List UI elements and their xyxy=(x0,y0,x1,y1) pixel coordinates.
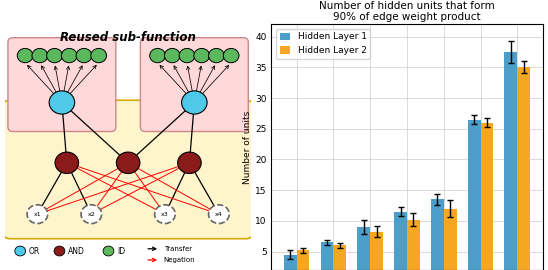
Circle shape xyxy=(49,91,75,114)
Bar xyxy=(467,120,481,270)
Text: x1: x1 xyxy=(33,212,41,217)
Circle shape xyxy=(179,48,195,63)
Circle shape xyxy=(116,152,140,174)
FancyBboxPatch shape xyxy=(140,38,248,131)
Circle shape xyxy=(27,205,48,224)
Bar xyxy=(481,123,493,270)
Bar xyxy=(431,199,444,270)
Bar xyxy=(296,250,310,270)
Circle shape xyxy=(209,205,229,224)
Circle shape xyxy=(32,48,48,63)
Text: Negation: Negation xyxy=(164,257,195,263)
Circle shape xyxy=(103,246,114,256)
Bar xyxy=(284,255,296,270)
Circle shape xyxy=(164,48,180,63)
Circle shape xyxy=(76,48,92,63)
Bar xyxy=(444,208,456,270)
Circle shape xyxy=(54,246,65,256)
Title: Number of hidden units that form
90% of edge weight product: Number of hidden units that form 90% of … xyxy=(319,1,495,22)
Bar xyxy=(407,220,420,270)
Text: ID: ID xyxy=(117,247,125,255)
Circle shape xyxy=(150,48,165,63)
Y-axis label: Number of units: Number of units xyxy=(243,110,252,184)
Text: OR: OR xyxy=(29,247,40,255)
Circle shape xyxy=(155,205,175,224)
Circle shape xyxy=(55,152,78,174)
Bar xyxy=(517,67,530,270)
Circle shape xyxy=(17,48,33,63)
Circle shape xyxy=(81,205,101,224)
Circle shape xyxy=(223,48,239,63)
FancyBboxPatch shape xyxy=(8,38,116,131)
Text: x3: x3 xyxy=(161,212,169,217)
Bar xyxy=(370,232,383,270)
Text: AND: AND xyxy=(68,247,85,255)
Legend: Hidden Layer 1, Hidden Layer 2: Hidden Layer 1, Hidden Layer 2 xyxy=(276,29,370,59)
Bar xyxy=(505,52,517,270)
Circle shape xyxy=(209,48,224,63)
Circle shape xyxy=(178,152,201,174)
Bar xyxy=(333,245,346,270)
Circle shape xyxy=(47,48,62,63)
FancyBboxPatch shape xyxy=(3,100,253,239)
Text: Reused sub-function: Reused sub-function xyxy=(60,31,196,44)
Circle shape xyxy=(61,48,77,63)
Circle shape xyxy=(15,246,26,256)
Circle shape xyxy=(194,48,209,63)
Text: Transfer: Transfer xyxy=(164,246,192,252)
Circle shape xyxy=(91,48,106,63)
Bar xyxy=(321,242,333,270)
Circle shape xyxy=(181,91,207,114)
Bar xyxy=(394,212,407,270)
Bar xyxy=(357,227,370,270)
Text: x4: x4 xyxy=(215,212,222,217)
Text: x2: x2 xyxy=(88,212,95,217)
